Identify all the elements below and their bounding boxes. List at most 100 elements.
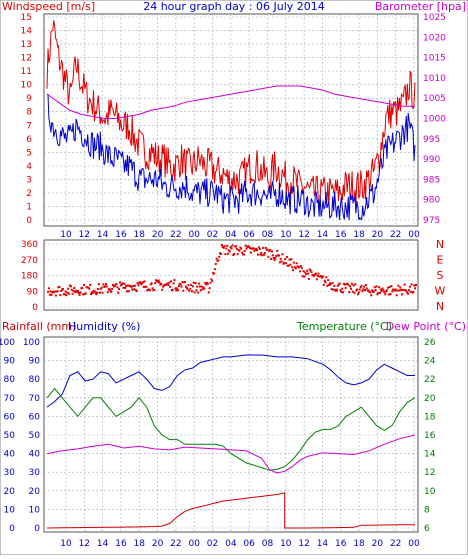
direction-point bbox=[264, 246, 267, 249]
temperature-axis-title: Temperature (°C) bbox=[296, 320, 392, 333]
direction-point bbox=[414, 287, 417, 290]
direction-point bbox=[284, 258, 287, 261]
direction-point bbox=[331, 281, 334, 284]
direction-point bbox=[249, 251, 252, 254]
direction-point bbox=[346, 282, 349, 285]
direction-point bbox=[47, 287, 50, 290]
direction-point bbox=[390, 285, 393, 288]
direction-point bbox=[302, 270, 305, 273]
direction-point bbox=[91, 292, 94, 294]
direction-point bbox=[173, 279, 176, 282]
direction-point bbox=[211, 279, 214, 282]
direction-point bbox=[273, 259, 276, 261]
direction-point bbox=[391, 290, 394, 293]
direction-point bbox=[191, 290, 193, 293]
direction-point bbox=[278, 254, 280, 257]
direction-point bbox=[69, 285, 72, 288]
direction-point bbox=[150, 282, 153, 285]
direction-point bbox=[171, 288, 174, 291]
climate-x-tick-label: 12 bbox=[298, 539, 309, 549]
direction-point bbox=[400, 293, 403, 296]
direction-point bbox=[329, 283, 332, 286]
direction-point bbox=[184, 285, 187, 288]
direction-point bbox=[317, 272, 320, 275]
direction-point bbox=[209, 281, 212, 284]
direction-point bbox=[61, 288, 64, 290]
direction-point bbox=[181, 281, 184, 284]
direction-y-tick-label: 360 bbox=[21, 240, 38, 250]
direction-point bbox=[336, 284, 339, 287]
direction-point bbox=[310, 271, 313, 274]
temperature-y-tick-label: 26 bbox=[424, 338, 436, 348]
direction-point bbox=[266, 248, 269, 251]
direction-point bbox=[184, 281, 186, 283]
direction-point bbox=[271, 250, 273, 253]
direction-point bbox=[190, 284, 193, 287]
wind-y-tick-label: 7 bbox=[26, 121, 32, 131]
direction-point bbox=[253, 249, 256, 252]
direction-point bbox=[377, 292, 380, 295]
direction-point bbox=[87, 286, 90, 289]
direction-point bbox=[199, 289, 202, 292]
direction-point bbox=[263, 253, 266, 256]
direction-point bbox=[335, 289, 338, 292]
direction-point bbox=[226, 244, 229, 247]
direction-point bbox=[97, 288, 100, 291]
wind-x-tick-label: 14 bbox=[97, 230, 109, 240]
direction-point bbox=[74, 291, 77, 294]
rainfall-axis-title: Rainfall (mm) bbox=[2, 320, 76, 333]
direction-point bbox=[303, 275, 306, 278]
direction-point bbox=[188, 289, 191, 292]
direction-point bbox=[257, 246, 260, 249]
direction-point bbox=[371, 289, 374, 292]
direction-point bbox=[256, 249, 258, 252]
direction-point bbox=[126, 290, 128, 293]
direction-point bbox=[275, 255, 278, 257]
rainfall-y-tick-label: 20 bbox=[4, 487, 16, 497]
wind-x-tick-label: 08 bbox=[262, 230, 274, 240]
direction-point bbox=[156, 280, 159, 283]
direction-point bbox=[177, 289, 179, 292]
wind-y-tick-label: 6 bbox=[26, 135, 32, 145]
direction-point bbox=[213, 268, 216, 271]
climate-x-tick-label: 22 bbox=[390, 539, 401, 549]
direction-point bbox=[72, 290, 75, 292]
direction-point bbox=[337, 283, 340, 286]
rainfall-y-tick-label: 40 bbox=[4, 450, 16, 460]
direction-point bbox=[133, 288, 136, 291]
wind-x-tick-label: 16 bbox=[115, 230, 127, 240]
direction-point bbox=[93, 290, 96, 293]
direction-point bbox=[149, 283, 152, 286]
direction-point bbox=[204, 281, 207, 284]
direction-point bbox=[169, 285, 172, 288]
wind-y-tick-label: 13 bbox=[21, 40, 32, 50]
direction-point bbox=[316, 274, 319, 277]
direction-point bbox=[364, 289, 367, 291]
direction-point bbox=[49, 290, 52, 293]
climate-x-tick-label: 18 bbox=[134, 539, 146, 549]
climate-x-tick-label: 02 bbox=[207, 539, 218, 549]
humidity-y-tick-label: 0 bbox=[34, 524, 40, 534]
direction-point bbox=[224, 253, 227, 256]
rainfall-y-tick-label: 70 bbox=[4, 394, 16, 404]
direction-point bbox=[132, 285, 135, 287]
direction-point bbox=[314, 273, 316, 276]
direction-point bbox=[84, 292, 87, 295]
direction-point bbox=[104, 285, 107, 288]
direction-point bbox=[356, 288, 359, 291]
direction-point bbox=[271, 254, 274, 257]
direction-point bbox=[336, 288, 338, 291]
direction-point bbox=[113, 285, 116, 287]
direction-point bbox=[268, 250, 271, 253]
direction-point bbox=[95, 293, 98, 296]
direction-point bbox=[408, 289, 410, 292]
direction-point bbox=[179, 283, 182, 286]
direction-point bbox=[362, 288, 365, 291]
direction-point bbox=[115, 283, 118, 286]
direction-point bbox=[248, 245, 251, 248]
rainfall-y-tick-label: 80 bbox=[4, 375, 16, 385]
direction-point bbox=[274, 257, 277, 260]
humidity-y-tick-label: 60 bbox=[29, 412, 41, 422]
direction-point bbox=[328, 284, 331, 286]
climate-x-tick-label: 20 bbox=[152, 539, 164, 549]
